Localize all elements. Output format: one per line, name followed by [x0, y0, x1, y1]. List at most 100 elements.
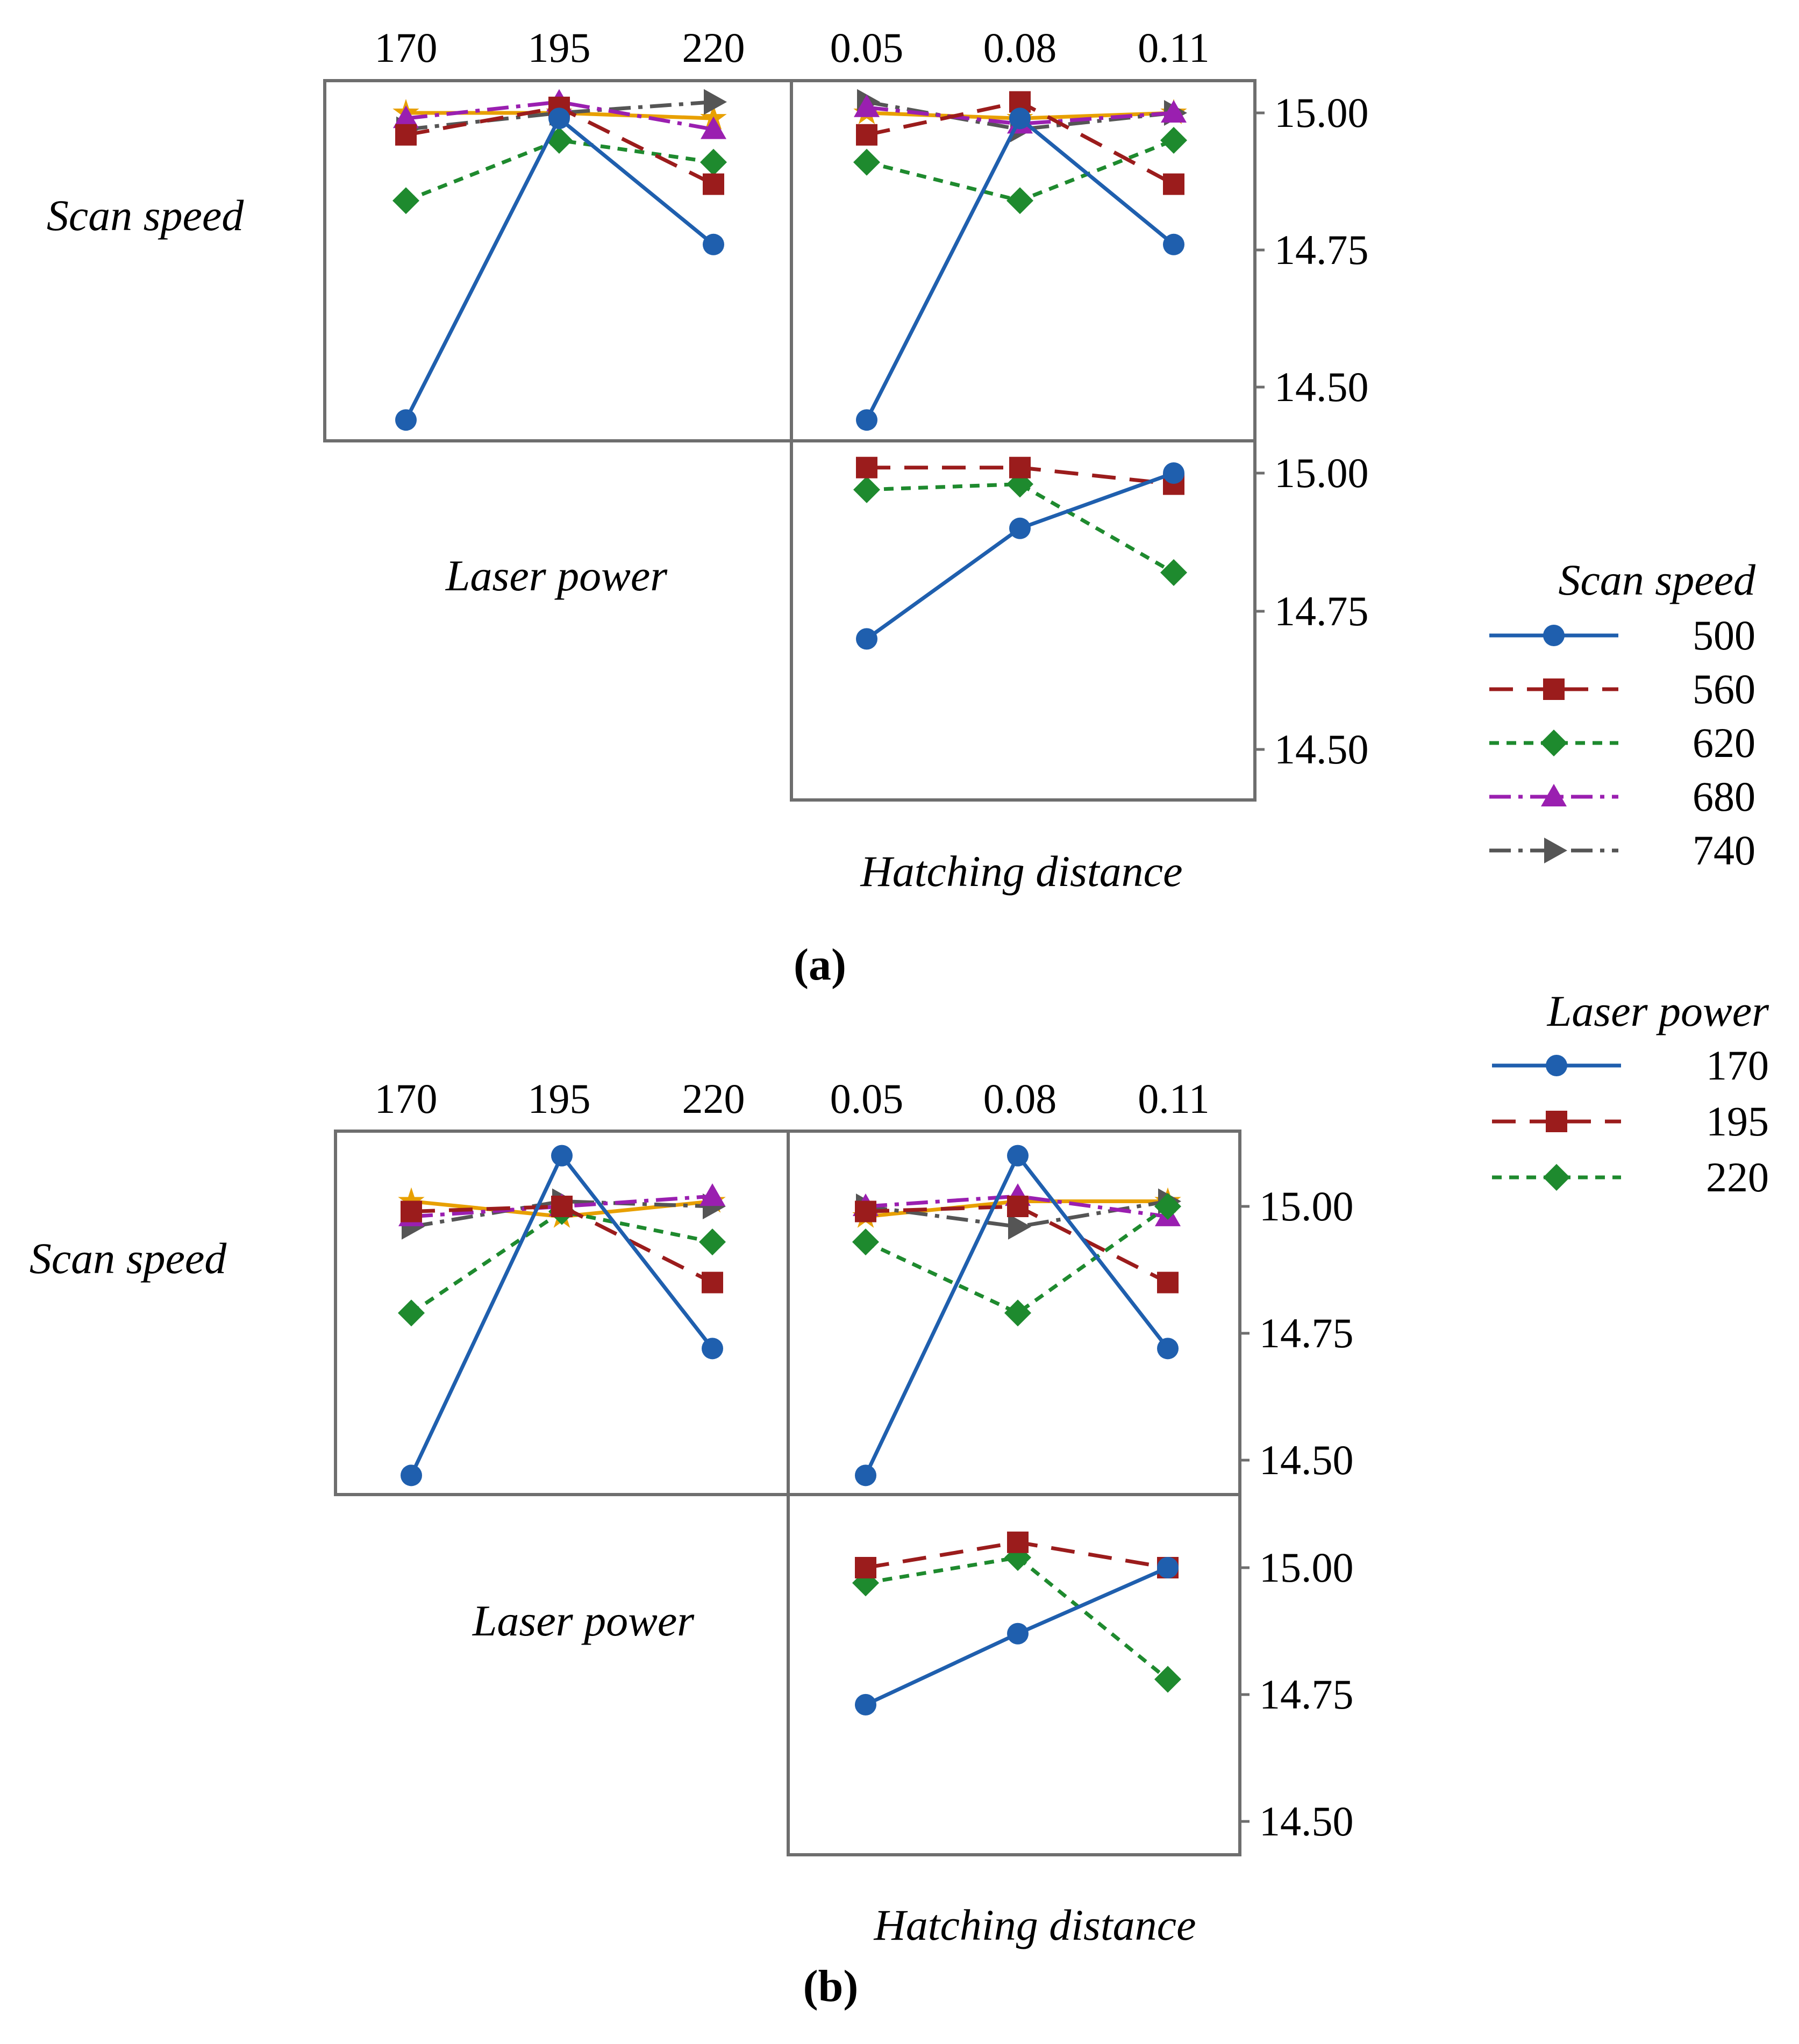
data-point-170-0-08 [1009, 517, 1031, 539]
series-500 [395, 108, 724, 431]
data-point-620-0-11 [1160, 127, 1187, 154]
data-point-680-0-11 [1161, 100, 1187, 123]
y-tick-upper-2: 14.75 [1259, 1310, 1354, 1356]
data-point-620-170 [392, 187, 419, 215]
data-point-560-0-08 [1007, 1196, 1029, 1217]
top-tick-hatching-3: 0.11 [1138, 24, 1210, 71]
data-point-560-170 [401, 1200, 422, 1223]
y-tick-upper-3: 14.50 [1274, 363, 1369, 410]
legend-marker-square [1543, 678, 1565, 700]
data-point-500-0-08 [1007, 1145, 1029, 1167]
data-point-620-220 [699, 1228, 726, 1256]
data-point-680-220 [701, 116, 726, 139]
series-620 [853, 127, 1187, 215]
plot-laser-power-vs-hatching-distance [852, 1531, 1181, 1716]
series-500 [401, 1145, 723, 1486]
data-point-170-0-08 [1007, 1623, 1029, 1645]
legend-entry-620: 620 [1489, 719, 1755, 766]
series-620 [852, 1193, 1181, 1327]
data-point-560-0-05 [855, 1200, 876, 1223]
data-point-680-0-05 [854, 94, 880, 117]
data-point-620-170 [398, 1299, 425, 1327]
data-point-500-0-05 [856, 409, 877, 431]
caption-b: (b) [803, 1961, 859, 2011]
y-tick-lower-2: 14.75 [1259, 1671, 1354, 1718]
panel-b: 170 195 220 0.05 0.08 0.11 15.00 14.75 1… [30, 987, 1769, 2011]
legend-label: 170 [1706, 1042, 1769, 1089]
legend-marker-triangle-right [1544, 838, 1567, 863]
y-tick-lower-3: 14.50 [1274, 726, 1369, 773]
y-tick-upper-1: 15.00 [1259, 1183, 1354, 1230]
data-point-500-0-11 [1163, 233, 1184, 255]
y-tick-upper-1: 15.00 [1274, 89, 1369, 136]
factor-label-scan-speed: Scan speed [30, 1234, 227, 1283]
legend-marker-diamond [1540, 730, 1567, 756]
legend-label: 195 [1706, 1098, 1769, 1145]
legend-marker-circle [1546, 1055, 1567, 1076]
series-620 [392, 127, 727, 215]
data-point-500-0-08 [1009, 108, 1031, 130]
data-point-560-170 [395, 124, 417, 146]
legend-label: 500 [1693, 612, 1755, 659]
legend-entry-560: 560 [1489, 666, 1755, 712]
legend-label: 220 [1706, 1154, 1769, 1200]
data-point-220-0-11 [1160, 559, 1187, 587]
legend-title: Laser power [1547, 987, 1769, 1035]
data-point-500-0-11 [1157, 1338, 1179, 1360]
series-line-620 [865, 1205, 1169, 1315]
legend-marker-square [1546, 1111, 1567, 1132]
data-point-500-195 [551, 1145, 573, 1167]
legend-label: 680 [1693, 773, 1755, 820]
legend-title: Scan speed [1558, 555, 1756, 604]
legend-marker-triangle-up [1541, 784, 1567, 806]
data-point-500-0-05 [855, 1464, 876, 1486]
data-point-500-170 [395, 409, 417, 431]
data-point-195-0-05 [856, 456, 877, 478]
data-point-500-195 [548, 108, 570, 130]
series-560 [401, 1196, 723, 1293]
legend-entry-500: 500 [1489, 612, 1755, 659]
legend-marker-diamond [1543, 1164, 1570, 1191]
top-tick-laser-power-3: 220 [682, 24, 745, 71]
legend-entry-170: 170 [1492, 1042, 1769, 1089]
top-tick-laser-power-2: 195 [528, 1075, 591, 1122]
data-point-170-0-05 [855, 1693, 876, 1716]
data-point-195-0-05 [855, 1557, 876, 1578]
factor-label-scan-speed: Scan speed [47, 191, 245, 240]
top-tick-hatching-1: 0.05 [830, 24, 904, 71]
data-point-560-220 [702, 1271, 723, 1293]
legend-label: 740 [1693, 827, 1755, 874]
series-170 [855, 1557, 1179, 1716]
data-point-620-0-08 [1006, 187, 1033, 215]
legend-laser-power: Laser power 170 195 220 [1492, 987, 1769, 1200]
top-tick-hatching-2: 0.08 [983, 1075, 1057, 1122]
data-point-extra-170 [398, 1187, 425, 1213]
factor-label-hatching-distance: Hatching distance [874, 1900, 1196, 1949]
data-point-680-170 [393, 105, 419, 128]
y-tick-upper-3: 14.50 [1259, 1436, 1354, 1483]
caption-a: (a) [794, 940, 846, 990]
data-point-620-220 [700, 148, 727, 176]
top-tick-laser-power-1: 170 [375, 24, 438, 71]
panel-a: 170 195 220 0.05 0.08 0.11 15.00 14.75 1… [47, 24, 1756, 990]
legend-marker-circle [1543, 625, 1565, 646]
plot-scan-speed-vs-laser-power [392, 89, 727, 431]
top-tick-laser-power-2: 195 [528, 24, 591, 71]
data-point-170-0-05 [856, 628, 877, 650]
y-tick-upper-2: 14.75 [1274, 226, 1369, 273]
legend-entry-680: 680 [1489, 773, 1755, 820]
series-500 [856, 108, 1184, 431]
frame-b-laser-hatching [787, 1493, 1241, 1856]
data-point-620-0-11 [1154, 1193, 1181, 1220]
data-point-195-0-08 [1009, 456, 1031, 478]
plot-laser-power-vs-hatching-distance [853, 456, 1187, 650]
series-line-220 [865, 1555, 1169, 1681]
data-point-220-0-11 [1154, 1666, 1181, 1693]
y-tick-lower-1: 15.00 [1274, 449, 1369, 496]
series-line-620 [405, 138, 714, 203]
data-point-170-0-11 [1163, 462, 1184, 484]
series-500 [855, 1145, 1179, 1486]
data-point-740-220 [704, 89, 727, 115]
plot-scan-speed-vs-laser-power [398, 1145, 726, 1486]
